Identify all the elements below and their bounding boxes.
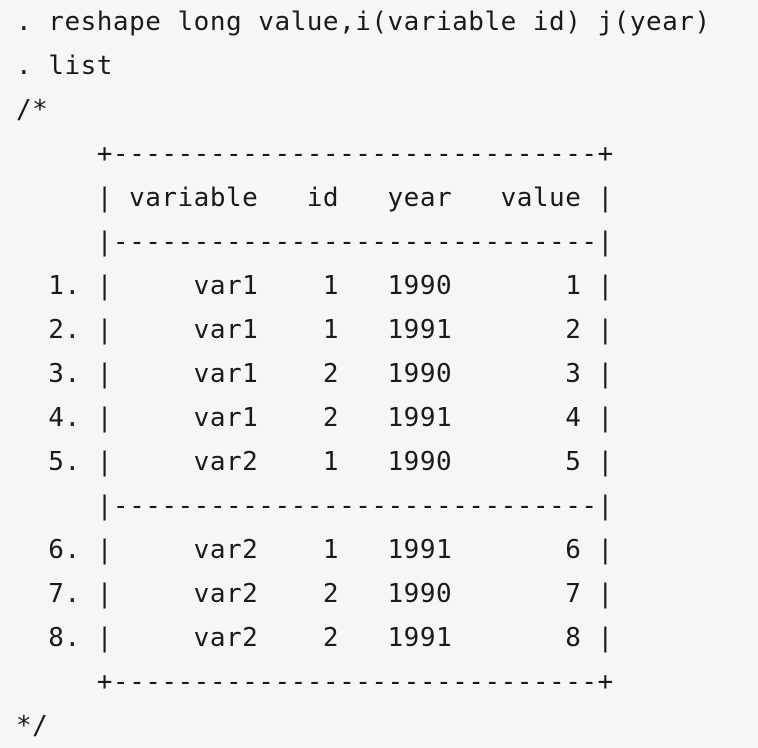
comment-close-line: */ <box>16 711 49 741</box>
table-row: 6. | var2 1 1991 6 | <box>16 535 614 565</box>
table-row: 4. | var1 2 1991 4 | <box>16 403 614 433</box>
code-block: . reshape long value,i(variable id) j(ye… <box>16 0 758 748</box>
table-bottom-border: +------------------------------+ <box>16 667 614 697</box>
comment-open-line: /* <box>16 95 49 125</box>
table-header-separator: |------------------------------| <box>16 227 614 257</box>
table-row: 2. | var1 1 1991 2 | <box>16 315 614 345</box>
command-list-line: . list <box>16 51 113 81</box>
table-row: 7. | var2 2 1990 7 | <box>16 579 614 609</box>
table-row: 3. | var1 2 1990 3 | <box>16 359 614 389</box>
command-reshape-line: . reshape long value,i(variable id) j(ye… <box>16 7 711 37</box>
table-top-border: +------------------------------+ <box>16 139 614 169</box>
table-group-separator: |------------------------------| <box>16 491 614 521</box>
table-row: 5. | var2 1 1990 5 | <box>16 447 614 477</box>
table-row: 1. | var1 1 1990 1 | <box>16 271 614 301</box>
table-row: 8. | var2 2 1991 8 | <box>16 623 614 653</box>
table-header-row: | variable id year value | <box>16 183 614 213</box>
